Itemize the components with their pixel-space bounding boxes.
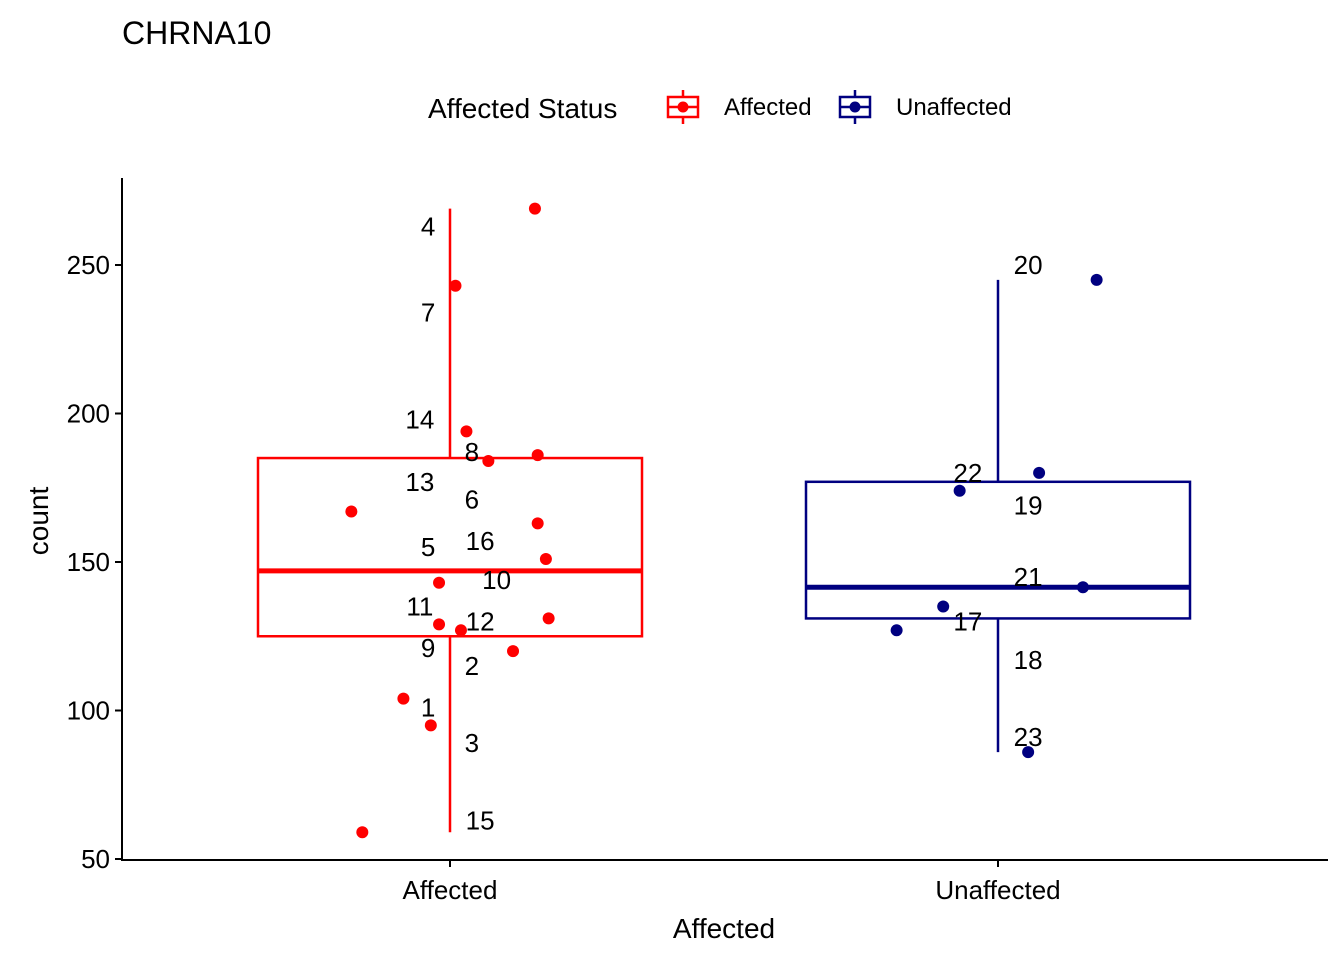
legend-item-unaffected: Unaffected — [838, 90, 1012, 124]
point-label-15: 15 — [466, 805, 495, 835]
legend-key-unaffected — [838, 90, 872, 124]
box-unaffected — [804, 480, 1192, 620]
point-6 — [531, 449, 544, 462]
y-tick-label-150: 150 — [67, 547, 110, 577]
point-label-6: 6 — [465, 485, 479, 515]
points — [345, 202, 1103, 839]
point-label-16: 16 — [466, 526, 495, 556]
point-2 — [507, 645, 520, 658]
point-10 — [433, 576, 446, 589]
point-label-3: 3 — [465, 728, 479, 758]
legend-label-unaffected: Unaffected — [896, 94, 1012, 121]
y-tick-label-200: 200 — [67, 399, 110, 429]
point-label-7: 7 — [421, 298, 435, 328]
point-1 — [397, 692, 410, 705]
point-5 — [539, 553, 552, 566]
point-label-2: 2 — [465, 651, 479, 681]
y-tick-label-100: 100 — [67, 696, 110, 726]
legend-item-affected: Affected — [666, 90, 812, 124]
y-tick-label-250: 250 — [67, 250, 110, 280]
point-21 — [1076, 581, 1089, 594]
point-22 — [953, 484, 966, 497]
point-label-8: 8 — [465, 437, 479, 467]
boxes — [256, 208, 1192, 833]
point-16 — [531, 517, 544, 530]
point-label-4: 4 — [421, 211, 435, 241]
point-20 — [1090, 273, 1103, 286]
y-tick-label-50: 50 — [81, 844, 110, 874]
point-14 — [460, 425, 473, 438]
point-label-9: 9 — [421, 633, 435, 663]
point-4 — [528, 202, 541, 215]
point-label-19: 19 — [1014, 491, 1043, 521]
point-label-20: 20 — [1014, 250, 1043, 280]
point-19 — [1033, 466, 1046, 479]
point-label-21: 21 — [1014, 562, 1043, 592]
chart-title: CHRNA10 — [122, 15, 271, 51]
legend-title: Affected Status — [428, 93, 617, 124]
point-label-5: 5 — [421, 532, 435, 562]
point-3 — [424, 719, 437, 732]
point-13 — [345, 505, 358, 518]
legend-label-affected: Affected — [724, 94, 812, 121]
point-9 — [454, 624, 467, 637]
point-label-10: 10 — [482, 565, 511, 595]
point-label-12: 12 — [466, 606, 495, 636]
point-12 — [542, 612, 555, 625]
x-tick-label-unaffected: Unaffected — [935, 875, 1060, 905]
point-label-23: 23 — [1014, 722, 1043, 752]
point-23 — [1022, 746, 1035, 759]
point-label-18: 18 — [1014, 645, 1043, 675]
x-axis-title: Affected — [673, 913, 775, 944]
axes: 50 100 150 200 250 Affected Unaffected — [67, 178, 1328, 905]
point-label-17: 17 — [953, 606, 982, 636]
point-label-1: 1 — [421, 693, 435, 723]
point-label-11: 11 — [406, 592, 433, 622]
x-tick-label-affected: Affected — [403, 875, 498, 905]
point-8 — [482, 455, 495, 468]
point-11 — [433, 618, 446, 631]
legend: Affected Status Affected Unaffected — [428, 90, 1012, 124]
box-affected — [256, 456, 644, 638]
point-17 — [890, 624, 903, 637]
point-label-13: 13 — [405, 467, 434, 497]
point-15 — [356, 826, 369, 839]
point-label-14: 14 — [405, 404, 434, 434]
point-7 — [449, 279, 462, 292]
point-18 — [937, 600, 950, 613]
legend-key-affected — [666, 90, 700, 124]
point-label-22: 22 — [953, 458, 982, 488]
y-axis-title: count — [23, 487, 54, 556]
